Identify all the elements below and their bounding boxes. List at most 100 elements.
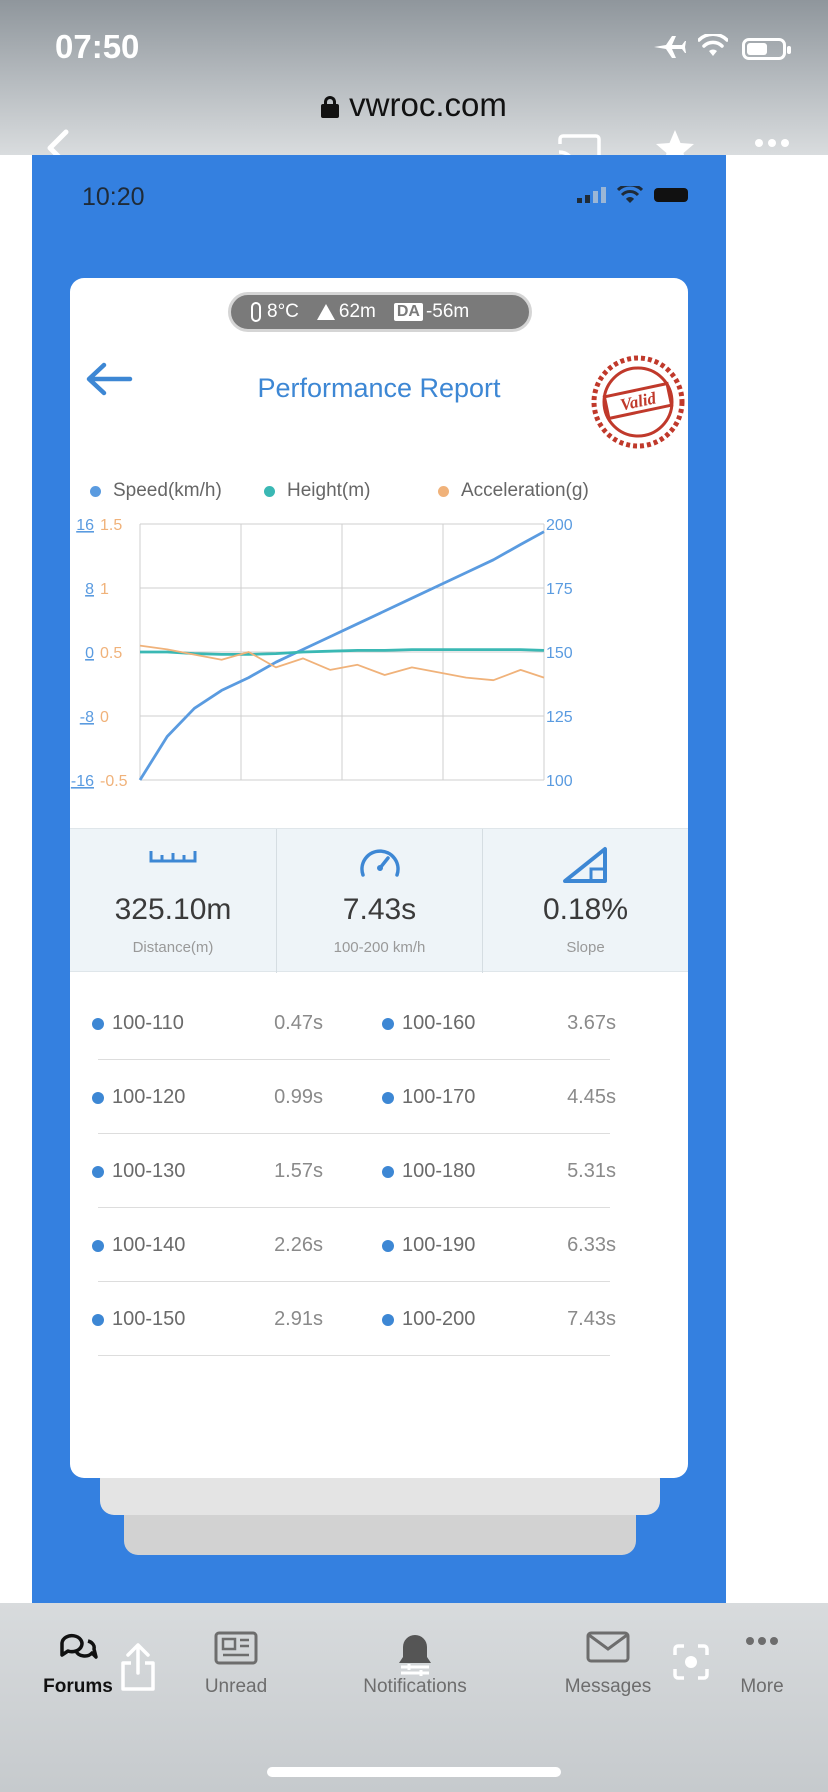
split-time-right: 5.31s	[567, 1160, 616, 1182]
bullet-icon	[382, 1239, 394, 1252]
newspaper-icon	[214, 1631, 258, 1665]
bottom-tab-bar: Forums Unread Notifications Messages	[0, 1603, 828, 1792]
y-tick-label-right: 100	[546, 773, 573, 790]
slope-label: Slope	[566, 939, 605, 956]
envelope-icon	[586, 1631, 630, 1663]
split-time-left: 0.99s	[274, 1086, 323, 1108]
stat-slope: 0.18% Slope	[482, 829, 688, 973]
row-divider	[98, 1133, 610, 1134]
distance-label: Distance(m)	[132, 939, 214, 956]
tab-more[interactable]: More	[722, 1603, 802, 1713]
tab-forums-label: Forums	[43, 1676, 113, 1697]
forums-icon	[60, 1633, 98, 1659]
battery-icon	[742, 38, 791, 60]
distance-value: 325.10m	[114, 893, 232, 926]
home-indicator[interactable]	[267, 1767, 561, 1777]
y-tick-label-right: 150	[546, 645, 573, 662]
visual-lookup-icon[interactable]	[672, 1643, 710, 1681]
tab-notifications-label: Notifications	[363, 1676, 467, 1697]
speedometer-icon	[359, 849, 400, 877]
split-range-right: 100-180	[382, 1160, 475, 1183]
tab-messages[interactable]: Messages	[548, 1603, 668, 1713]
ruler-icon	[149, 851, 197, 863]
more-dots-icon	[746, 1637, 778, 1645]
density-altitude-value: -56m	[425, 301, 470, 322]
row-divider	[98, 1207, 610, 1208]
performance-card: 8°C 62m DA -56m Performance Report Valid…	[70, 278, 688, 1478]
inner-screenshot: 10:20 8°C 62m DA -56m Performance Report…	[32, 155, 726, 1603]
slope-value: 0.18%	[542, 893, 629, 926]
performance-chart: 16 8 0 -8 -16 1.5 1 0.5 0 -0.5 200 175 150 125 100	[71, 517, 573, 790]
legend-speed-label: Speed(km/h)	[113, 480, 222, 501]
slope-icon	[562, 847, 607, 883]
bullet-icon	[92, 1165, 104, 1178]
split-range-right: 100-200	[382, 1308, 475, 1331]
valid-stamp-icon: Valid	[591, 355, 685, 449]
legend-height-marker	[264, 485, 275, 497]
share-icon[interactable]	[118, 1641, 158, 1693]
tab-forums[interactable]: Forums	[28, 1603, 128, 1713]
legend-acceleration-marker	[438, 485, 449, 497]
tab-more-label: More	[740, 1676, 784, 1697]
time-label: 100-200 km/h	[333, 939, 426, 956]
acceleration-line	[139, 644, 545, 682]
split-time-left: 0.47s	[274, 1012, 323, 1034]
split-row: 100-140 2.26s 100-190 6.33s	[70, 1208, 688, 1282]
stat-distance: 325.10m Distance(m)	[70, 829, 276, 973]
bullet-icon	[382, 1313, 394, 1326]
altitude-value: 62m	[338, 301, 376, 322]
bullet-icon	[92, 1239, 104, 1252]
time-value: 7.43s	[342, 893, 417, 926]
y-tick-label-inner: 1	[100, 581, 109, 598]
signal-icon	[577, 187, 606, 203]
mountain-icon	[316, 304, 335, 320]
tab-notifications[interactable]: Notifications	[345, 1603, 485, 1713]
tab-unread[interactable]: Unread	[186, 1603, 286, 1713]
split-time-right: 6.33s	[567, 1234, 616, 1256]
wifi-icon	[698, 34, 728, 56]
split-time-right: 3.67s	[567, 1012, 616, 1034]
height-line	[140, 648, 545, 656]
y-tick-label-right: 200	[546, 517, 573, 534]
more-options-icon[interactable]	[752, 136, 792, 150]
legend-speed-marker	[90, 485, 101, 497]
stat-time: 7.43s 100-200 km/h	[276, 829, 482, 973]
row-divider	[98, 1059, 610, 1060]
y-tick-label-inner: 0	[100, 709, 109, 726]
bell-icon	[399, 1635, 431, 1676]
url-text: vwroc.com	[349, 86, 507, 123]
bullet-icon	[92, 1313, 104, 1326]
split-time-left: 2.26s	[274, 1234, 323, 1256]
page-title: Performance Report	[257, 373, 501, 403]
bullet-icon	[382, 1017, 394, 1030]
split-range-right: 100-190	[382, 1234, 475, 1257]
split-row: 100-150 2.91s 100-200 7.43s	[70, 1282, 688, 1356]
url-bar[interactable]: vwroc.com	[0, 86, 828, 124]
y-tick-label-outer: -16	[71, 773, 94, 790]
back-arrow-icon[interactable]	[84, 362, 134, 396]
legend-height-label: Height(m)	[287, 480, 371, 501]
split-time-right: 7.43s	[567, 1308, 616, 1330]
legend-acceleration: Acceleration(g)	[438, 480, 589, 502]
inner-battery-icon	[654, 188, 688, 202]
split-time-left: 1.57s	[274, 1160, 323, 1182]
legend-height: Height(m)	[264, 480, 370, 502]
y-tick-label-outer: 16	[76, 517, 94, 534]
inner-wifi-icon	[617, 186, 643, 203]
thermometer-icon	[251, 302, 261, 322]
stats-panel: 325.10m Distance(m) 7.43s 100-200 km/h 0…	[70, 828, 688, 973]
bullet-icon	[92, 1091, 104, 1104]
y-tick-label-outer: 8	[85, 581, 94, 598]
y-tick-label-right: 125	[546, 709, 573, 726]
density-altitude-label: DA	[393, 303, 423, 321]
y-tick-label-inner: 0.5	[100, 645, 122, 662]
inner-status-time: 10:20	[82, 183, 145, 211]
y-tick-label-inner: -0.5	[100, 773, 128, 790]
split-range-left: 100-140	[92, 1234, 185, 1257]
airplane-mode-icon	[654, 36, 686, 58]
tab-unread-label: Unread	[204, 1676, 268, 1697]
split-range-left: 100-110	[92, 1012, 184, 1035]
legend-speed: Speed(km/h)	[90, 480, 222, 502]
chart-legend: Speed(km/h) Height(m) Acceleration(g)	[70, 480, 688, 506]
split-range-left: 100-150	[92, 1308, 185, 1331]
